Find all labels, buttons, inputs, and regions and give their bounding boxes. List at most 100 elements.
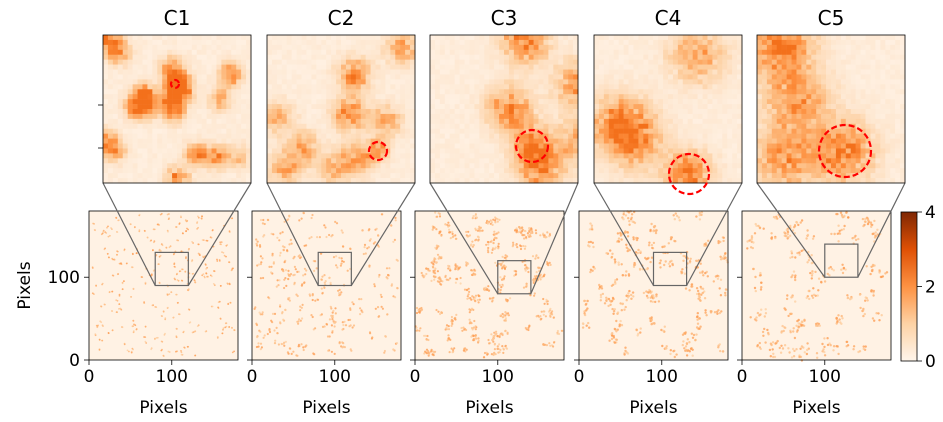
cluster-dot [341,321,344,324]
zoom-cell [444,143,451,149]
zoom-cell [236,59,242,65]
cluster-dot [498,343,501,346]
zoom-cell [103,148,109,154]
zoom-cell [633,35,639,41]
cluster-dot [217,307,220,309]
zoom-cell [365,128,371,134]
zoom-cell [132,153,138,159]
zoom-cell [594,39,600,46]
cluster-dot [468,297,471,300]
cluster-dot [535,315,539,318]
zoom-cell [365,118,371,125]
zoom-cell [341,138,347,144]
zoom-cell [157,84,163,90]
cluster-dot [599,286,602,289]
cluster-dot [146,236,149,239]
zoom-cell [132,59,138,65]
zoom-cell [727,54,733,60]
zoom-cell [653,39,659,46]
cluster-dot [473,319,476,323]
cluster-dot [469,309,472,312]
zoom-cell [390,104,396,110]
cluster-dot [127,350,130,353]
zoom-cell [469,49,475,56]
zoom-cell [712,39,718,46]
zoom-cell [186,109,193,115]
zoom-cell [469,133,475,139]
zoom-cell [405,158,411,164]
cluster-dot [706,275,709,278]
zoom-cell [321,84,327,90]
cluster-dot [646,268,649,271]
cluster-dot [472,273,475,276]
zoom-cell [241,49,247,56]
zoom-cell [286,109,292,115]
zoom-cell [267,89,273,95]
zoom-cell [181,128,188,134]
cluster-dot [519,247,523,251]
cluster-dot [504,311,507,314]
zoom-cell [439,143,446,149]
zoom-cell [196,143,202,149]
zoom-cell [107,79,114,85]
zoom-cell [221,54,227,60]
zoom-cell [608,39,615,46]
cluster-dot [225,255,227,258]
cluster-dot [378,273,381,277]
zoom-cell [528,163,534,169]
cluster-dot [182,331,185,334]
cluster-dot [523,247,527,250]
zoom-cell [390,89,396,95]
zoom-cell [479,173,485,179]
zoom-cell [132,39,138,46]
zoom-cell [236,143,242,149]
zoom-cell [162,99,168,105]
zoom-cell [336,49,342,56]
zoom-cell [241,104,247,110]
cluster-dot [297,345,300,348]
zoom-cell [663,59,669,65]
zoom-cell [717,35,723,41]
zoom-cell [370,173,376,179]
zoom-cell [400,69,406,75]
zoom-cell [494,163,500,169]
zoom-cell [157,44,163,51]
zoom-cell [345,49,352,56]
zoom-cell [152,44,158,51]
zoom-cell [181,138,188,144]
zoom-cell [444,79,451,85]
zoom-cell [513,64,520,70]
zoom-cell [553,118,559,125]
cluster-dot [433,260,436,263]
zoom-cell [281,133,288,139]
cluster-dot [121,281,124,284]
zoom-cell [241,118,247,125]
x-tick-label: 0 [247,367,258,387]
zoom-cell [267,35,273,41]
zoom-cell [558,64,564,70]
zoom-cell [206,109,212,115]
zoom-cell [563,173,569,179]
zoom-cell [137,104,143,110]
zoom-cell [533,168,539,174]
cluster-dot [619,302,622,305]
zoom-cell [196,133,202,139]
zoom-cell [449,113,455,120]
zoom-cell [316,74,322,80]
cluster-dot [228,261,230,263]
zoom-cell [301,118,307,125]
zoom-cell [306,59,312,65]
zoom-cell [306,54,312,60]
zoom-cell [246,69,252,75]
cluster-dot [313,269,316,272]
zoom-cell [177,138,183,144]
zoom-cell [513,123,520,130]
zoom-cell [380,133,386,139]
cluster-dot [334,312,337,315]
zoom-cell [142,128,148,134]
zoom-cell [276,123,283,130]
cluster-dot [310,216,313,220]
zoom-cell [459,113,465,120]
zoom-cell [241,109,247,115]
zoom-cell [385,143,391,149]
